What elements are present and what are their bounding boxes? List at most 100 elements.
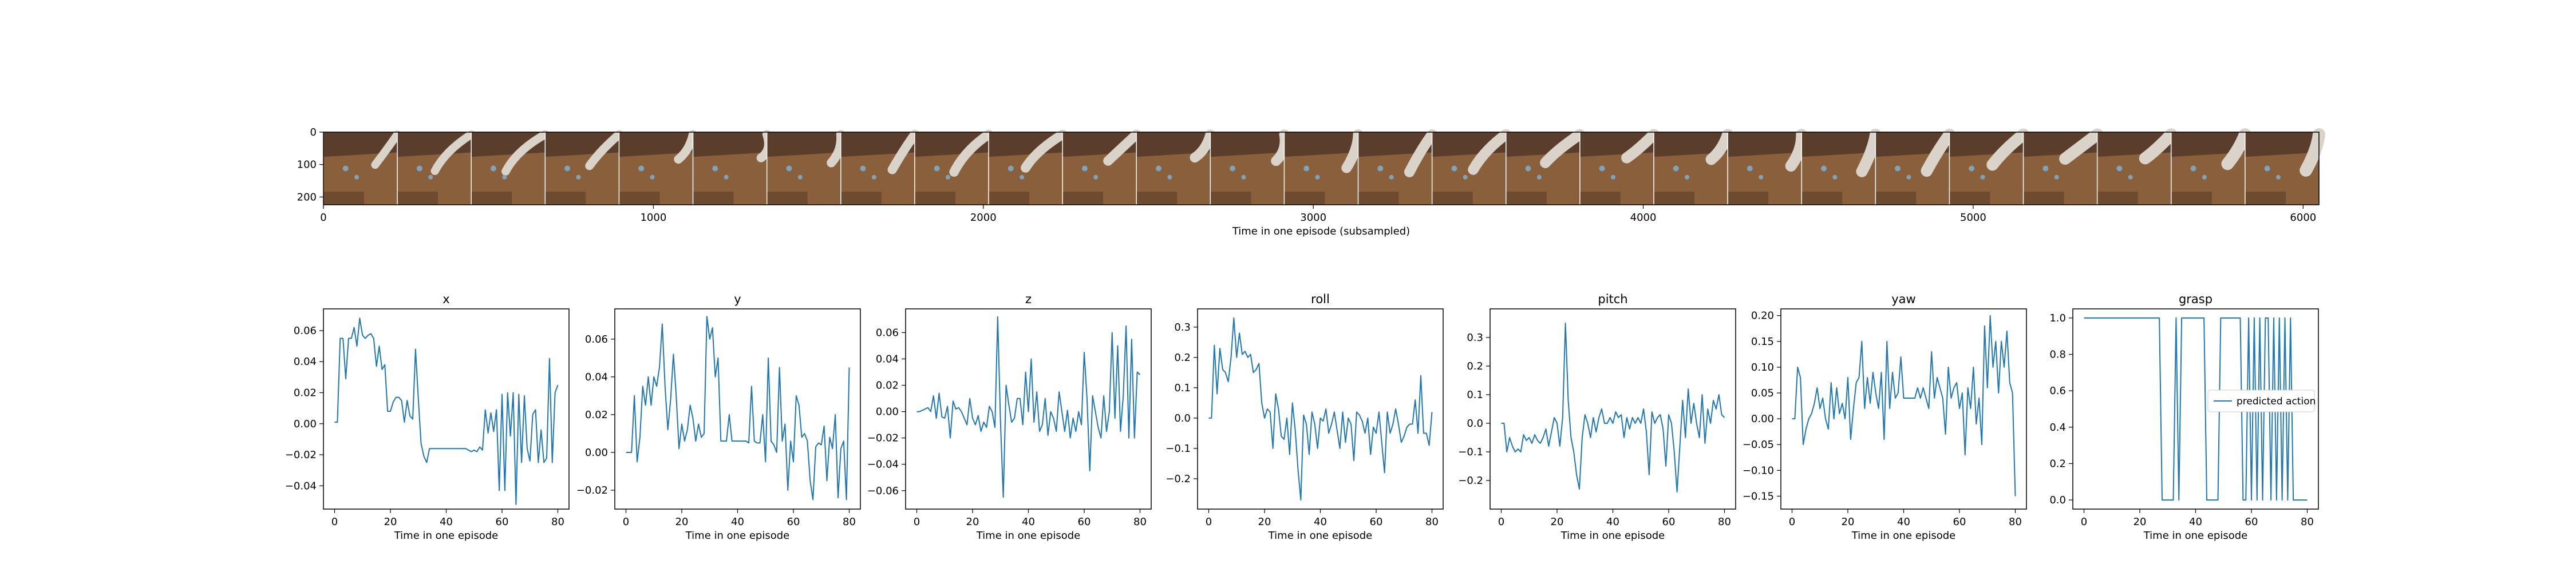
frame-object: [2275, 174, 2281, 180]
x-tick-label: 0: [914, 516, 920, 528]
frame-table-edge: [1358, 192, 1399, 205]
y-tick-label: 0.3: [1174, 321, 1191, 333]
y-tick-label: 200: [297, 191, 317, 203]
frame-object: [797, 174, 803, 180]
subplot-title: pitch: [1598, 292, 1627, 306]
subplot-title: yaw: [1891, 292, 1915, 306]
filmstrip-frame: [1136, 129, 1216, 205]
frame-object: [1673, 165, 1679, 172]
x-tick-label: 40: [1606, 516, 1619, 528]
frame-table-edge: [397, 192, 438, 205]
subplot-x: x 0 20 40 60 80 −0.04 −0.02 0.00 0.02 0.04 0.06 Time…: [285, 292, 570, 542]
filmstrip-frame: [1727, 129, 1808, 205]
frame-robot-arm: [1021, 129, 1068, 173]
frame-object: [1906, 174, 1911, 180]
filmstrip-frame: [397, 130, 476, 205]
subplot-title: grasp: [2179, 292, 2212, 306]
filmstrip-frame: [1283, 129, 1364, 205]
legend: predicted action: [2207, 390, 2316, 412]
y-tick-label: 0.02: [585, 409, 608, 421]
frame-object: [1155, 165, 1161, 172]
frame-table-edge: [323, 192, 365, 205]
filmstrip-frame: [544, 130, 623, 205]
filmstrip-xlabel: Time in one episode (subsampled): [1232, 225, 1410, 237]
series-line: [2084, 317, 2308, 501]
y-tick-label: 0.0: [1174, 412, 1191, 424]
x-tick-label: 60: [1953, 516, 1966, 528]
filmstrip-frame: [1579, 129, 1660, 205]
frame-object: [2264, 165, 2270, 172]
frame-table-edge: [1136, 192, 1178, 205]
frame-table-edge: [1210, 192, 1251, 205]
y-tick-label: −0.04: [867, 459, 899, 471]
y-tick-label: 0.3: [1467, 332, 1483, 344]
legend-label: predicted action: [2237, 396, 2316, 407]
x-tick-label: 20: [1551, 516, 1564, 528]
x-tick-label: 0: [1498, 516, 1504, 528]
frame-object: [2116, 165, 2123, 172]
y-tick-label: 0.02: [294, 387, 317, 399]
frame-table-edge: [2171, 192, 2212, 205]
frame-table-edge: [840, 192, 882, 205]
x-axis-label: Time in one episode: [2143, 530, 2248, 542]
frame-table-edge: [1949, 192, 1990, 205]
frame-object: [1230, 165, 1236, 172]
frame-wall: [2245, 132, 2319, 157]
subplot-yaw: yaw 0 20 40 60 80 −0.15 −0.10 −0.05 0.00 0.05 0.10 0…: [1743, 292, 2027, 542]
frame-table-edge: [1728, 192, 1769, 205]
frame-object: [860, 165, 866, 172]
series-line: [1501, 323, 1725, 492]
frame-object: [1599, 165, 1605, 172]
frame-object: [1241, 174, 1246, 180]
frame-object: [2190, 165, 2196, 172]
x-tick-label: 20: [675, 516, 689, 528]
filmstrip-frame: [1357, 129, 1437, 205]
x-axis-label: Time in one episode: [1560, 530, 1665, 542]
frame-robot-arm: [1856, 128, 1882, 177]
subplot-title: roll: [1311, 292, 1330, 306]
frame-table-edge: [545, 192, 586, 205]
x-tick-label: 60: [1662, 516, 1676, 528]
filmstrip-frame: [988, 129, 1068, 205]
frame-robot-arm: [371, 130, 402, 169]
frame-object: [1832, 174, 1838, 180]
filmstrip-frame: [1506, 129, 1586, 205]
x-tick-label: 2000: [970, 212, 997, 224]
subplot-title: y: [734, 292, 741, 306]
frame-table-edge: [619, 192, 660, 205]
frame-robot-arm: [2300, 128, 2325, 177]
frame-object: [1093, 174, 1099, 180]
frame-table-edge: [1062, 192, 1104, 205]
x-tick-label: 80: [843, 516, 856, 528]
filmstrip-frame: [1653, 129, 1733, 205]
x-tick-label: 60: [1078, 516, 1091, 528]
series-line: [1208, 317, 1433, 501]
y-tick-label: 0.1: [1467, 389, 1483, 401]
x-tick-label: 20: [1258, 516, 1271, 528]
x-tick-label: 40: [731, 516, 744, 528]
frame-object: [786, 165, 792, 172]
frame-table-edge: [1654, 192, 1695, 205]
frame-robot-arm: [1540, 129, 1586, 168]
frame-robot-arm: [1103, 129, 1141, 166]
frame-object: [2042, 165, 2049, 172]
x-axis-label: Time in one episode: [1268, 530, 1373, 542]
x-tick-label: 40: [440, 516, 453, 528]
frame-table-edge: [1284, 192, 1325, 205]
y-tick-label: −0.05: [1743, 439, 1774, 451]
x-tick-label: 0: [331, 516, 338, 528]
y-tick-label: 0.06: [294, 325, 317, 337]
frame-robot-arm: [887, 129, 919, 174]
subplot-grasp: grasp 0 20 40 60 80 0.0 0.2 0.4 0.6 0.8 1.0 Time in …: [2049, 292, 2319, 542]
filmstrip-frame: [692, 130, 773, 205]
frame-object: [1451, 165, 1457, 172]
frame-object: [354, 174, 359, 180]
frame-object: [934, 165, 940, 172]
frame-wall: [1801, 132, 1876, 157]
filmstrip-frame: [766, 130, 846, 205]
frame-object: [576, 174, 581, 180]
series-line: [916, 316, 1141, 498]
x-tick-label: 80: [551, 516, 564, 528]
frame-object: [1008, 165, 1014, 172]
